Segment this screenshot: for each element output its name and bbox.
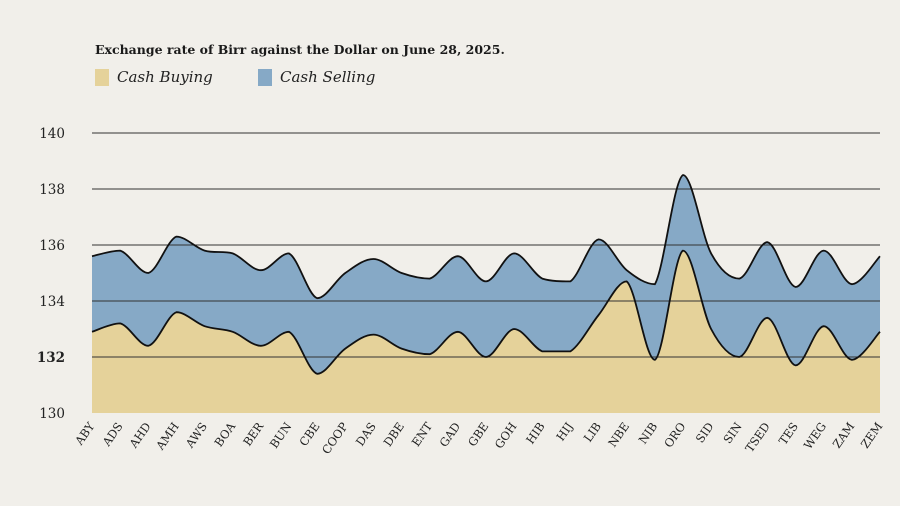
x-tick-label: ORO (661, 420, 688, 451)
x-tick-label: HIB (523, 420, 548, 447)
x-tick-label: GOH (492, 420, 520, 452)
legend-label-selling: Cash Selling (280, 68, 376, 86)
chart-title: Exchange rate of Birr against the Dollar… (95, 42, 505, 57)
x-tick-label: CBE (296, 420, 322, 449)
x-tick-label: BUN (267, 420, 295, 451)
x-tick-label: ENT (409, 419, 436, 449)
x-tick-label: SIN (720, 420, 744, 446)
x-tick-label: SID (693, 420, 717, 446)
x-tick-label: DAS (353, 420, 379, 449)
x-tick-label: AHD (126, 420, 154, 451)
x-tick-label: GAD (437, 420, 464, 450)
x-tick-label: LIB (581, 420, 604, 445)
x-tick-label: DBE (381, 420, 407, 449)
y-tick-label: 132 (37, 350, 65, 366)
legend-swatch-selling (258, 68, 272, 86)
y-tick-label: 130 (39, 406, 65, 422)
x-tick-label: TSED (742, 420, 772, 455)
x-tick-label: WEG (801, 420, 829, 452)
x-tick-label: NBE (605, 420, 632, 450)
x-tick-label: ADS (99, 420, 126, 450)
x-tick-label: GBE (465, 420, 491, 449)
x-tick-label: COOP (319, 419, 351, 456)
line-cash-selling (91, 174, 881, 300)
x-tick-label: NIB (636, 420, 661, 447)
line-cash-buying (91, 249, 881, 375)
legend-swatch-buying (95, 68, 109, 86)
y-tick-label: 134 (39, 294, 65, 310)
y-tick-label: 140 (39, 126, 65, 142)
x-tick-label: AWS (182, 420, 210, 452)
legend-item-buying: Cash Buying (95, 68, 213, 86)
y-tick-label: 136 (39, 238, 65, 254)
x-tick-label: HIJ (553, 419, 576, 443)
x-tick-label: AMH (153, 420, 182, 454)
legend-item-selling: Cash Selling (258, 68, 375, 86)
x-tick-label: ZEM (858, 420, 886, 451)
y-tick-label: 138 (39, 182, 65, 198)
x-tick-label: BOA (212, 419, 239, 449)
legend-label-buying: Cash Buying (117, 68, 213, 86)
area-cash-buying (92, 250, 880, 413)
x-tick-label: BER (240, 419, 266, 448)
x-tick-label: ZAM (830, 420, 858, 451)
x-tick-label: ABY (72, 419, 98, 448)
x-tick-label: TES (776, 420, 801, 448)
